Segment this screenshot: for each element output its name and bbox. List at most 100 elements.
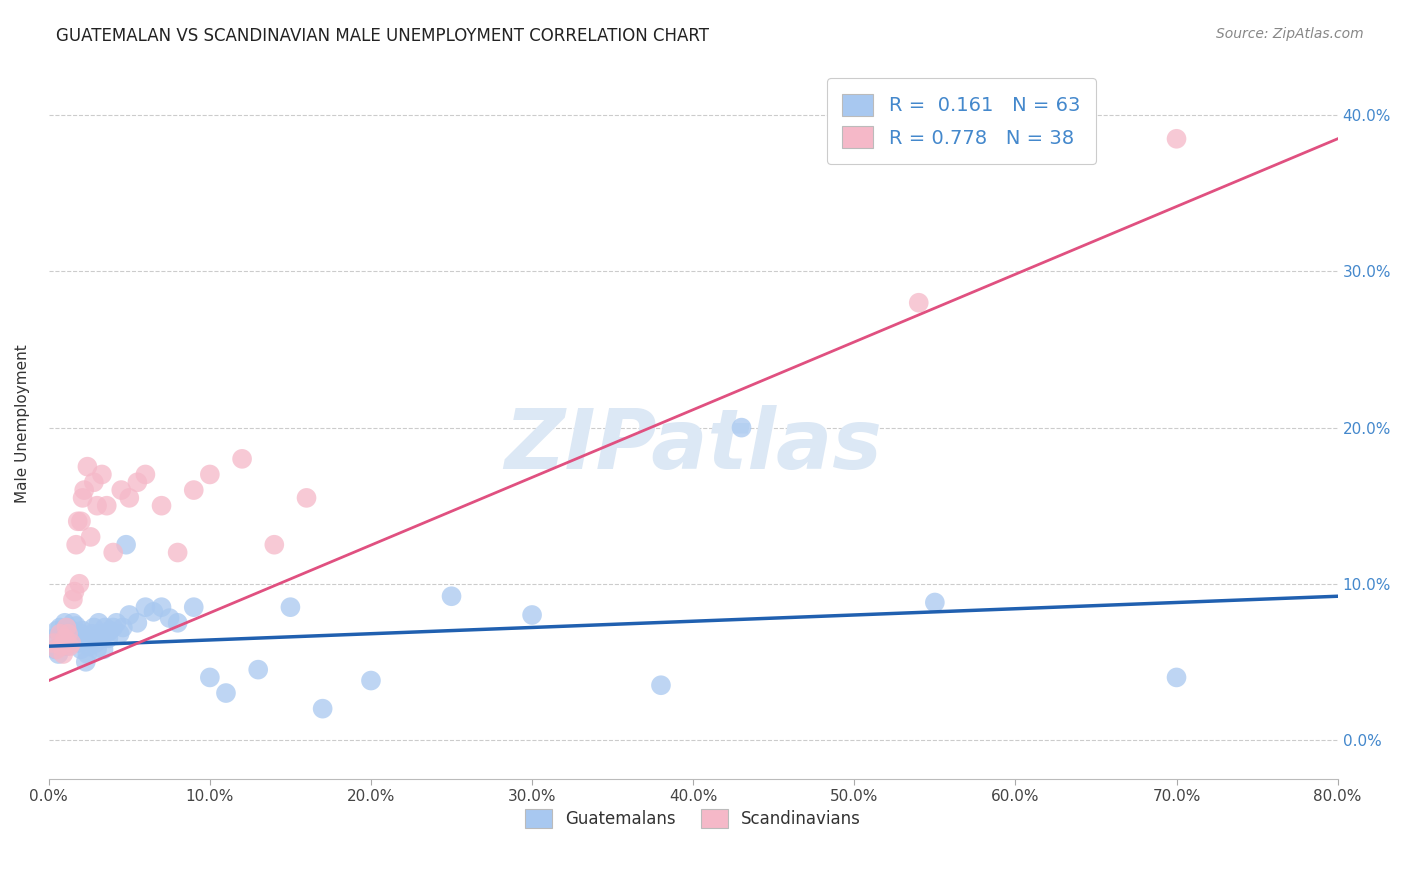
Point	[83, 620, 105, 634]
Point	[56, 626, 79, 640]
Point	[76, 647, 98, 661]
Text: Source: ZipAtlas.com: Source: ZipAtlas.com	[1216, 27, 1364, 41]
Point	[105, 615, 128, 630]
Point	[166, 615, 188, 630]
Point	[103, 620, 125, 634]
Point	[183, 483, 205, 497]
Point	[94, 620, 117, 634]
Point	[51, 628, 73, 642]
Point	[49, 620, 72, 634]
Point	[82, 626, 104, 640]
Point	[51, 639, 73, 653]
Point	[59, 632, 82, 646]
Point	[650, 678, 672, 692]
Point	[70, 514, 93, 528]
Point	[73, 483, 96, 497]
Point	[42, 632, 65, 646]
Point	[520, 607, 543, 622]
Point	[87, 615, 110, 630]
Point	[360, 673, 382, 688]
Point	[55, 639, 77, 653]
Point	[111, 620, 134, 634]
Point	[127, 475, 149, 490]
Point	[440, 589, 463, 603]
Point	[44, 642, 66, 657]
Point	[63, 584, 86, 599]
Point	[53, 626, 76, 640]
Text: GUATEMALAN VS SCANDINAVIAN MALE UNEMPLOYMENT CORRELATION CHART: GUATEMALAN VS SCANDINAVIAN MALE UNEMPLOY…	[56, 27, 709, 45]
Point	[72, 491, 94, 505]
Point	[150, 600, 173, 615]
Point	[295, 491, 318, 505]
Point	[59, 639, 82, 653]
Point	[198, 670, 221, 684]
Point	[118, 607, 141, 622]
Point	[62, 615, 84, 630]
Point	[924, 595, 946, 609]
Point	[48, 647, 70, 661]
Point	[134, 600, 156, 615]
Point	[96, 499, 118, 513]
Point	[79, 634, 101, 648]
Point	[103, 545, 125, 559]
Point	[52, 647, 75, 661]
Point	[60, 624, 83, 638]
Point	[98, 624, 121, 638]
Point	[215, 686, 238, 700]
Point	[66, 628, 89, 642]
Point	[72, 624, 94, 638]
Point	[42, 636, 65, 650]
Point	[76, 459, 98, 474]
Point	[96, 626, 118, 640]
Point	[53, 632, 76, 646]
Point	[127, 615, 149, 630]
Text: ZIPatlas: ZIPatlas	[505, 405, 882, 485]
Point	[70, 642, 93, 657]
Point	[183, 600, 205, 615]
Point	[263, 538, 285, 552]
Point	[86, 499, 108, 513]
Point	[60, 636, 83, 650]
Point	[67, 576, 90, 591]
Point	[90, 467, 112, 482]
Point	[159, 611, 181, 625]
Point	[280, 600, 302, 615]
Point	[110, 483, 132, 497]
Point	[65, 538, 87, 552]
Point	[49, 626, 72, 640]
Point	[134, 467, 156, 482]
Point	[108, 626, 131, 640]
Point	[90, 632, 112, 646]
Point	[65, 619, 87, 633]
Point	[45, 624, 67, 638]
Point	[89, 626, 111, 640]
Point	[198, 467, 221, 482]
Point	[73, 632, 96, 646]
Point	[70, 626, 93, 640]
Point	[93, 642, 115, 657]
Point	[79, 530, 101, 544]
Point	[86, 642, 108, 657]
Point	[115, 538, 138, 552]
Point	[84, 636, 107, 650]
Point	[231, 451, 253, 466]
Point	[142, 605, 165, 619]
Point	[1166, 132, 1188, 146]
Point	[907, 295, 929, 310]
Y-axis label: Male Unemployment: Male Unemployment	[15, 344, 30, 503]
Point	[52, 634, 75, 648]
Point	[1166, 670, 1188, 684]
Point	[63, 626, 86, 640]
Point	[55, 620, 77, 634]
Point	[166, 545, 188, 559]
Point	[77, 639, 100, 653]
Point	[118, 491, 141, 505]
Point	[730, 420, 752, 434]
Point	[247, 663, 270, 677]
Point	[66, 514, 89, 528]
Point	[83, 475, 105, 490]
Point	[150, 499, 173, 513]
Point	[311, 701, 333, 715]
Point	[67, 636, 90, 650]
Point	[53, 615, 76, 630]
